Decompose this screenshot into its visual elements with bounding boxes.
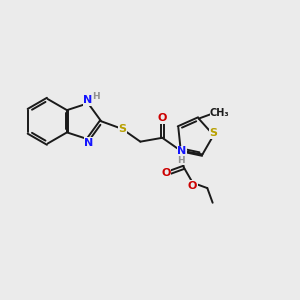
Text: N: N [84, 138, 94, 148]
Text: S: S [210, 128, 218, 138]
Text: H: H [177, 156, 184, 165]
Text: N: N [83, 95, 93, 105]
Text: CH₃: CH₃ [210, 108, 230, 118]
Text: O: O [162, 168, 171, 178]
Text: H: H [92, 92, 100, 101]
Text: N: N [177, 146, 187, 156]
Text: S: S [118, 124, 126, 134]
Text: O: O [158, 113, 167, 123]
Text: O: O [188, 181, 197, 190]
